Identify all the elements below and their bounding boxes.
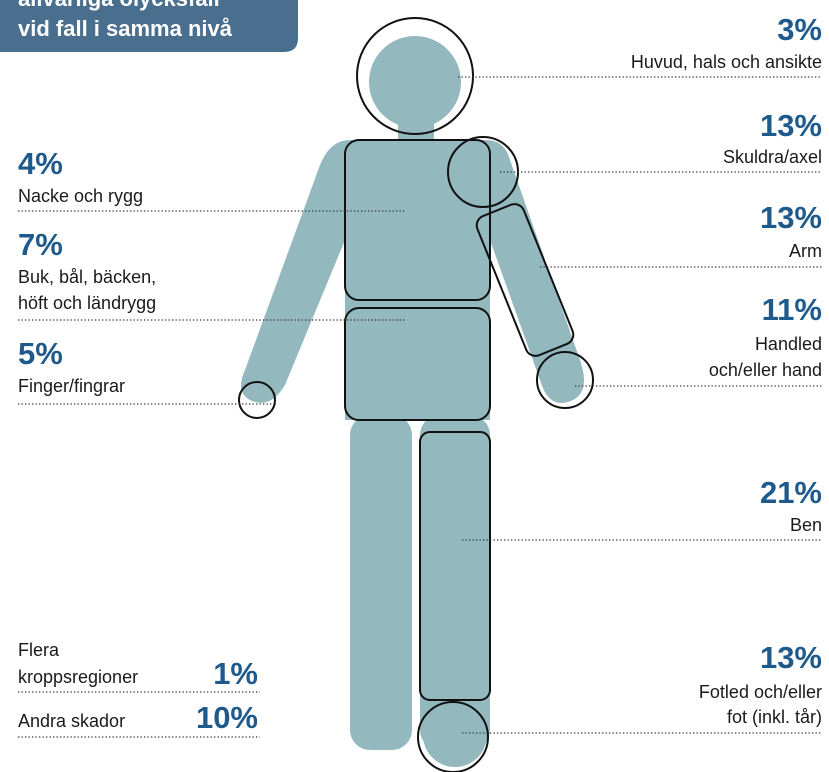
- label: höft och ländrygg: [18, 293, 156, 313]
- left-labels: 4% Nacke och rygg 7% Buk, bål, bäcken, h…: [18, 146, 258, 735]
- label: Ben: [790, 515, 822, 535]
- leaders: [18, 76, 822, 738]
- title-line: vid fall i samma nivå: [18, 16, 233, 41]
- percent: 1%: [213, 656, 258, 691]
- percent: 3%: [777, 12, 822, 47]
- percent: 10%: [196, 700, 258, 735]
- label: Arm: [789, 241, 822, 261]
- title-box: [0, 0, 298, 52]
- percent: 13%: [760, 640, 822, 675]
- label: fot (inkl. tår): [727, 707, 822, 727]
- label: Buk, bål, bäcken,: [18, 267, 156, 287]
- label: Nacke och rygg: [18, 186, 143, 206]
- label: Handled: [755, 334, 822, 354]
- label: Skuldra/axel: [723, 147, 822, 167]
- title-line: allvarliga olycksfall: [18, 0, 220, 11]
- label: Andra skador: [18, 711, 125, 731]
- label: Flera: [18, 640, 60, 660]
- percent: 5%: [18, 336, 63, 371]
- percent: 11%: [762, 292, 822, 327]
- percent: 13%: [760, 200, 822, 235]
- label: kroppsregioner: [18, 667, 138, 687]
- percent: 13%: [760, 108, 822, 143]
- percent: 4%: [18, 146, 63, 181]
- percent: 7%: [18, 227, 63, 262]
- label: Huvud, hals och ansikte: [631, 52, 822, 72]
- percent: 21%: [760, 475, 822, 510]
- right-labels: 3% Huvud, hals och ansikte 13% Skuldra/a…: [631, 12, 822, 727]
- label: Finger/fingrar: [18, 376, 125, 396]
- label: och/eller hand: [709, 360, 822, 380]
- body-figure: [241, 36, 584, 767]
- label: Fotled och/eller: [699, 682, 822, 702]
